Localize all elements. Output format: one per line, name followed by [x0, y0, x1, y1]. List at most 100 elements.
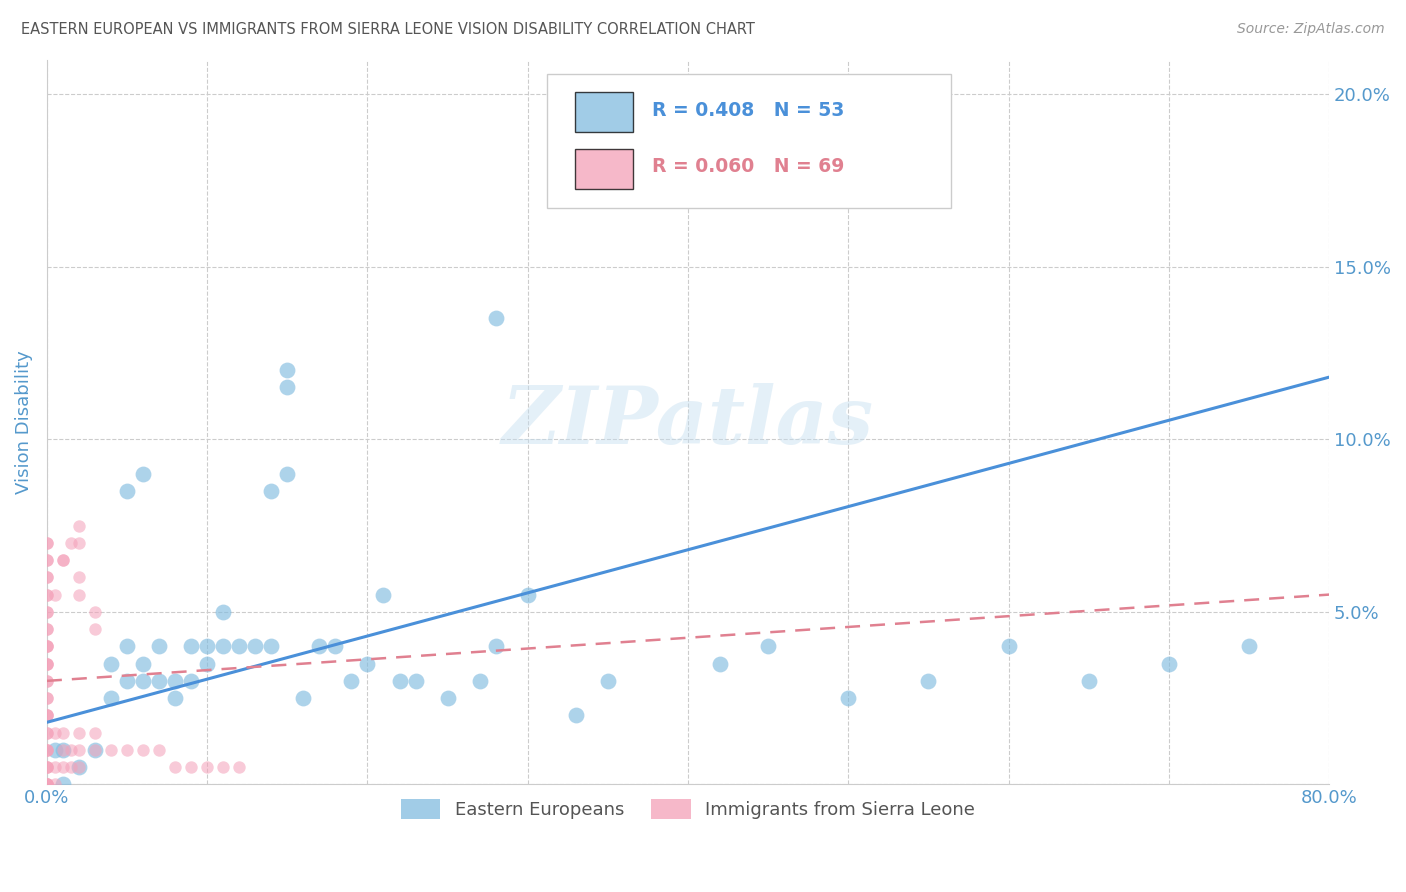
Point [35, 708, 58, 723]
Point [276, 363, 298, 377]
Point [67, 588, 90, 602]
Point [132, 657, 155, 671]
Point [67, 743, 90, 757]
Point [276, 467, 298, 481]
Point [132, 673, 155, 688]
Point [260, 640, 283, 654]
Point [35, 725, 58, 739]
Point [35, 673, 58, 688]
Point [436, 691, 458, 706]
Point [35, 691, 58, 706]
Point [35, 605, 58, 619]
Point [35, 536, 58, 550]
Point [67, 570, 90, 584]
Point [67, 518, 90, 533]
Point [276, 380, 298, 394]
Point [35, 743, 58, 757]
Point [52, 743, 75, 757]
Point [180, 673, 202, 688]
Point [165, 760, 187, 774]
Point [35, 536, 58, 550]
Point [228, 640, 250, 654]
Point [212, 760, 235, 774]
Point [405, 673, 427, 688]
Legend: Eastern Europeans, Immigrants from Sierra Leone: Eastern Europeans, Immigrants from Sierr… [394, 792, 983, 826]
Point [596, 673, 619, 688]
Point [260, 483, 283, 498]
Point [67, 725, 90, 739]
Point [35, 588, 58, 602]
Point [709, 657, 731, 671]
Point [837, 691, 859, 706]
Point [84, 622, 107, 636]
FancyBboxPatch shape [575, 149, 633, 188]
Point [35, 777, 58, 791]
Point [468, 673, 491, 688]
Point [52, 725, 75, 739]
Point [35, 777, 58, 791]
Point [180, 760, 202, 774]
Point [356, 657, 378, 671]
Point [228, 760, 250, 774]
Text: R = 0.408   N = 53: R = 0.408 N = 53 [652, 101, 845, 120]
Point [35, 570, 58, 584]
FancyBboxPatch shape [575, 92, 633, 132]
Point [59, 743, 82, 757]
Point [485, 311, 508, 326]
Point [917, 673, 939, 688]
Point [35, 777, 58, 791]
Point [756, 640, 779, 654]
Point [52, 553, 75, 567]
Point [35, 725, 58, 739]
Point [35, 760, 58, 774]
Point [100, 691, 122, 706]
Text: ZIPatlas: ZIPatlas [502, 384, 875, 461]
Point [44, 760, 66, 774]
Point [132, 467, 155, 481]
Point [52, 553, 75, 567]
Point [115, 673, 138, 688]
Point [35, 640, 58, 654]
Point [67, 536, 90, 550]
Point [165, 691, 187, 706]
Point [35, 588, 58, 602]
Point [1237, 640, 1260, 654]
Point [245, 640, 267, 654]
Point [373, 588, 395, 602]
Point [195, 657, 218, 671]
Text: R = 0.060   N = 69: R = 0.060 N = 69 [652, 157, 845, 177]
Point [195, 640, 218, 654]
Point [148, 640, 170, 654]
Point [292, 691, 315, 706]
Point [84, 743, 107, 757]
Point [388, 673, 411, 688]
Point [132, 743, 155, 757]
Point [35, 622, 58, 636]
Point [35, 691, 58, 706]
Point [565, 708, 588, 723]
Point [35, 760, 58, 774]
Point [148, 673, 170, 688]
Point [35, 777, 58, 791]
Point [35, 657, 58, 671]
Point [35, 553, 58, 567]
Text: Source: ZipAtlas.com: Source: ZipAtlas.com [1237, 22, 1385, 37]
Point [485, 640, 508, 654]
Point [84, 605, 107, 619]
Point [35, 708, 58, 723]
Point [340, 673, 363, 688]
Point [44, 743, 66, 757]
Point [35, 743, 58, 757]
Point [325, 640, 347, 654]
Point [212, 640, 235, 654]
Point [44, 725, 66, 739]
Point [84, 725, 107, 739]
Point [35, 605, 58, 619]
Point [59, 536, 82, 550]
Point [115, 640, 138, 654]
Point [67, 760, 90, 774]
Point [35, 622, 58, 636]
Point [100, 657, 122, 671]
Point [67, 760, 90, 774]
Point [59, 760, 82, 774]
